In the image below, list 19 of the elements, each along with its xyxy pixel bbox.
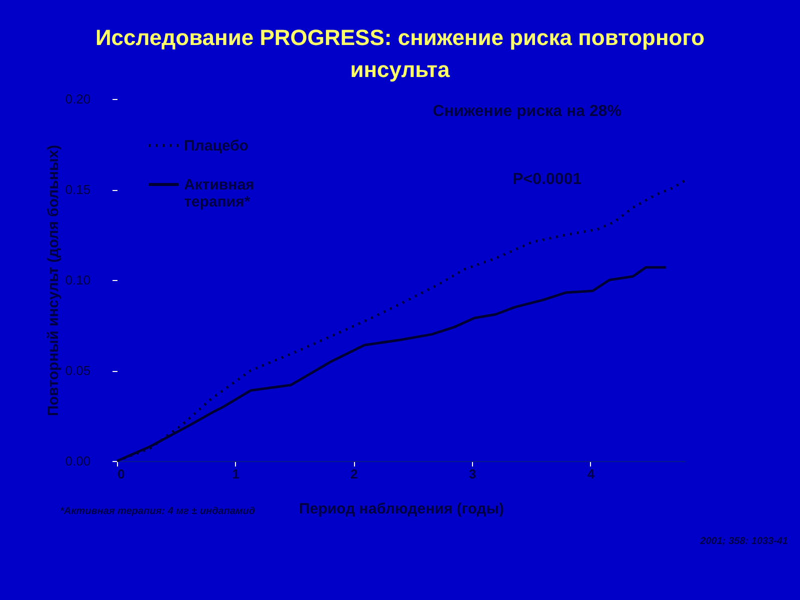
x-axis-title: Период наблюдения (годы): [299, 500, 504, 518]
y-axis-title: Повторный инсульт (доля больных): [45, 144, 62, 416]
text: 2001; 358: 1033-41: [700, 536, 788, 547]
annotation: Снижение риска на 28%: [432, 103, 622, 120]
x-tick-label: 0: [118, 466, 125, 482]
x-tick-label: 2: [350, 466, 358, 482]
text: *Активная терапия: 4 мг ± индапамид: [60, 506, 256, 517]
chart-title: Исследование PROGRESS: снижение риска повторного инсульта: [94, 24, 706, 84]
y-tick-label: 0.15: [65, 182, 90, 197]
annotation: P<0.0001: [512, 171, 582, 188]
y-tick-label: 0.20: [65, 92, 90, 106]
y-tick-label: 0.05: [65, 363, 90, 378]
legend-label: Плацебо: [184, 138, 248, 154]
x-tick-label: 4: [587, 466, 596, 482]
y-tick-label: 0.00: [65, 454, 90, 468]
y-tick-label: 0.10: [65, 272, 90, 288]
x-tick-label: 3: [468, 466, 476, 482]
legend-label: Активная терапия*: [184, 176, 254, 210]
x-tick-label: 1: [232, 466, 240, 482]
